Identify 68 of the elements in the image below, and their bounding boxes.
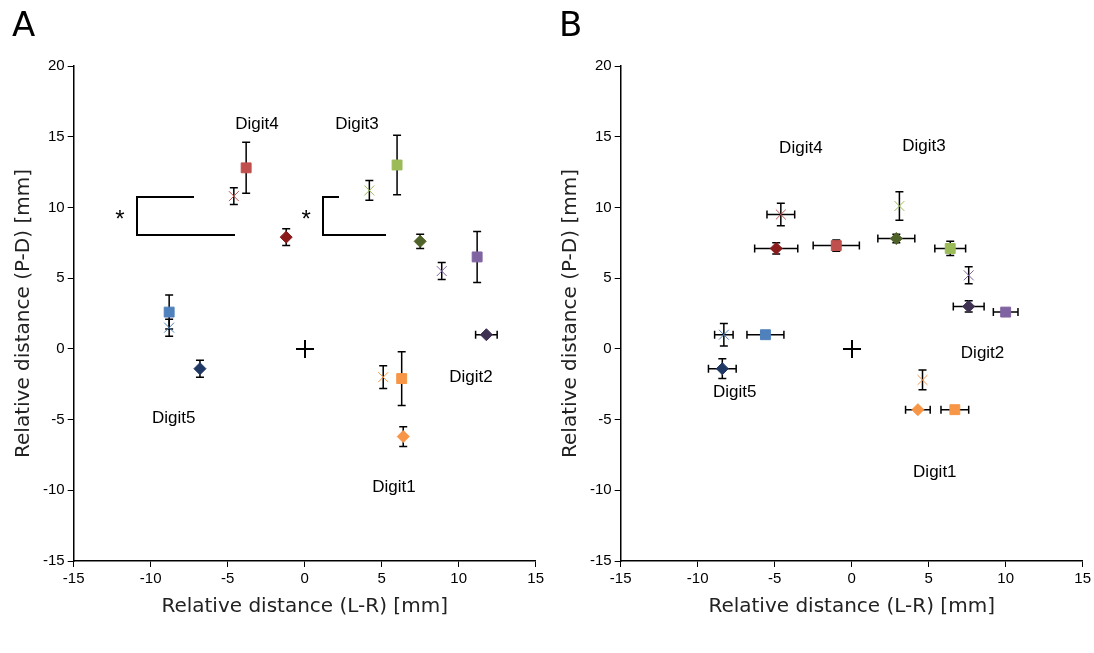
y-tick-label: 20 [594, 56, 612, 74]
y-tick-label: -10 [42, 480, 65, 498]
point [963, 269, 975, 281]
point [228, 190, 240, 202]
x-tick-label: 10 [450, 569, 468, 587]
point [917, 374, 928, 386]
point [715, 362, 729, 376]
y-axis-title: Relative distance (P-D) [mm] [557, 169, 582, 458]
point [911, 403, 925, 417]
annotation: Digit5 [712, 382, 757, 402]
annotation: Digit2 [449, 366, 493, 386]
point [1000, 306, 1012, 318]
annotation: Digit1 [372, 477, 416, 497]
point [163, 322, 175, 334]
y-tick-label: -15 [42, 551, 65, 569]
point [893, 200, 905, 212]
chart-title: A [12, 4, 36, 44]
point [949, 404, 961, 416]
x-tick-label: -5 [768, 569, 782, 587]
point [391, 159, 403, 171]
point [396, 373, 408, 385]
x-tick-label: 5 [377, 569, 386, 587]
y-tick-label: 0 [56, 339, 65, 356]
x-tick-label: 5 [924, 569, 933, 587]
y-tick-label: 10 [594, 197, 612, 215]
x-axis-title: Relative distance (L-R) [mm] [161, 593, 448, 618]
annotation: Digit1 [913, 461, 957, 481]
x-axis-title: Relative distance (L-R) [mm] [708, 593, 995, 618]
point [775, 209, 787, 220]
y-tick-label: 10 [47, 197, 65, 215]
point [479, 328, 493, 342]
x-tick-label: 15 [527, 569, 544, 587]
annotation: * [115, 204, 125, 232]
point [436, 265, 448, 277]
annotation: * [301, 204, 311, 232]
y-tick-label: 5 [56, 268, 65, 286]
y-tick-label: 5 [603, 268, 612, 286]
annotation: Digit3 [335, 113, 379, 133]
y-tick-label: 0 [603, 339, 612, 356]
y-tick-label: -10 [589, 480, 612, 498]
point [377, 371, 389, 383]
x-tick-label: -10 [686, 569, 709, 587]
x-tick-label: 15 [1074, 569, 1091, 587]
point [396, 430, 410, 444]
y-tick-label: 20 [47, 56, 65, 74]
point [363, 185, 375, 196]
y-tick-label: -5 [598, 409, 612, 427]
annotation: Digit2 [960, 342, 1005, 362]
x-tick-label: -5 [221, 569, 235, 587]
point [163, 306, 175, 318]
x-tick-label: 0 [847, 569, 856, 587]
x-tick-label: 10 [997, 569, 1015, 587]
x-tick-label: 0 [300, 569, 309, 587]
point [718, 329, 730, 341]
chart-title: B [559, 4, 583, 44]
annotation: Digit4 [235, 113, 279, 133]
annotation: Digit4 [779, 137, 823, 157]
x-tick-label: -10 [139, 569, 162, 587]
y-tick-label: -5 [51, 409, 65, 427]
y-tick-label: -15 [589, 551, 612, 569]
y-tick-label: 15 [47, 126, 65, 144]
annotation: Digit5 [152, 407, 196, 427]
y-axis-title: Relative distance (P-D) [mm] [10, 169, 35, 458]
y-tick-label: 15 [594, 126, 612, 144]
point [759, 329, 771, 341]
point [240, 162, 252, 174]
point [471, 251, 483, 263]
annotation: Digit3 [902, 136, 946, 156]
